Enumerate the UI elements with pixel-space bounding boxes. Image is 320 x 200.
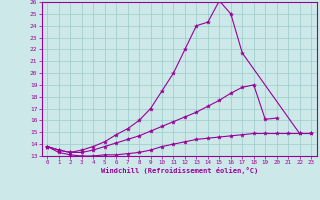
X-axis label: Windchill (Refroidissement éolien,°C): Windchill (Refroidissement éolien,°C) xyxy=(100,167,258,174)
